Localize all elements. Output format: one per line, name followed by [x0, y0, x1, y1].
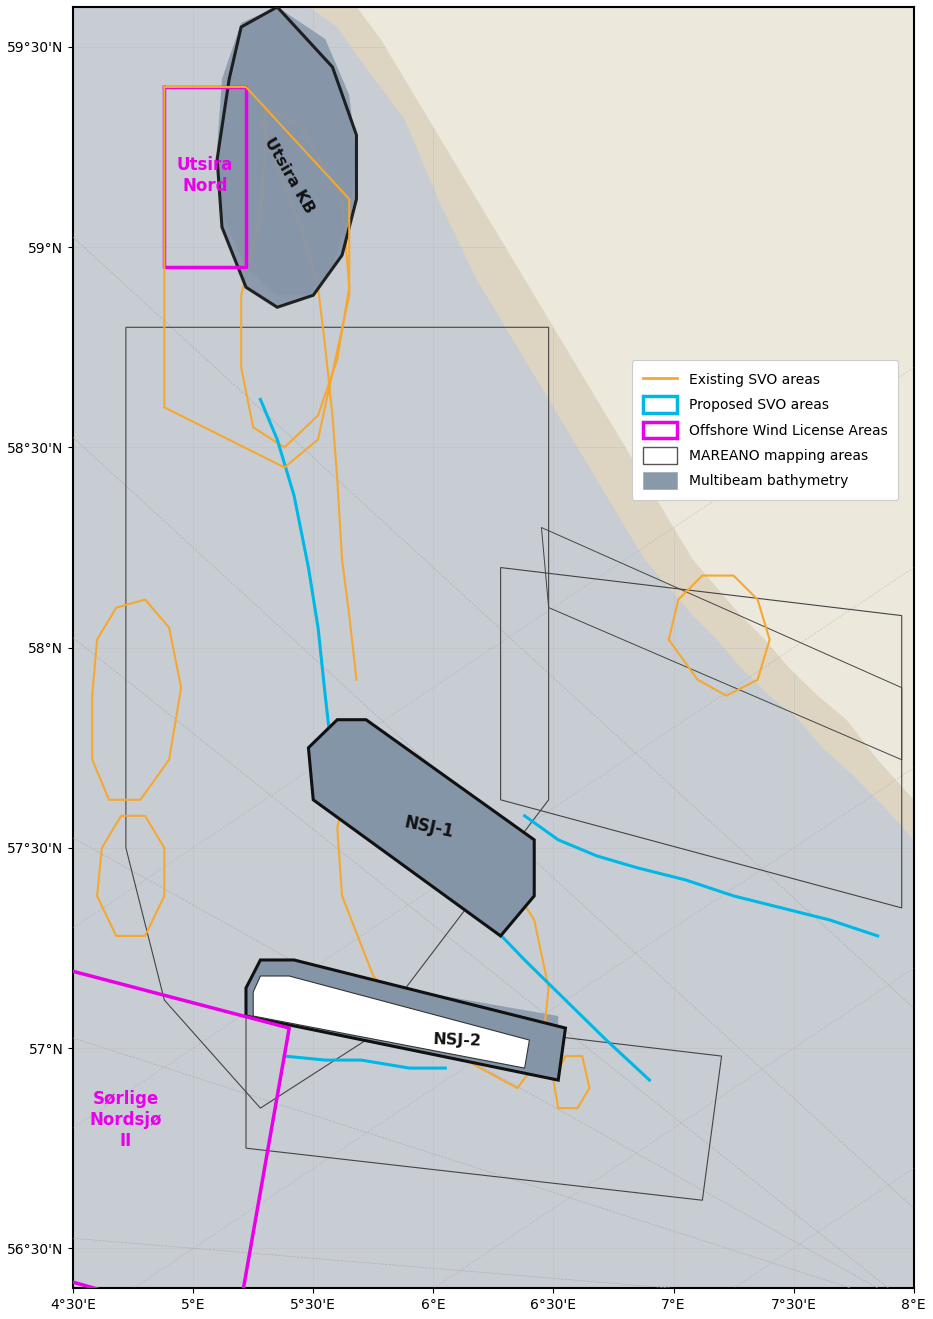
Polygon shape — [309, 728, 535, 919]
Polygon shape — [246, 960, 565, 1080]
Polygon shape — [217, 7, 356, 295]
Text: NSJ-1: NSJ-1 — [402, 814, 455, 842]
Legend: Existing SVO areas, Proposed SVO areas, Offshore Wind License Areas, MAREANO map: Existing SVO areas, Proposed SVO areas, … — [632, 360, 898, 500]
Polygon shape — [356, 7, 913, 799]
Polygon shape — [309, 7, 913, 840]
Polygon shape — [309, 720, 535, 936]
Polygon shape — [217, 7, 356, 307]
Text: Utsira KB: Utsira KB — [261, 135, 317, 215]
Polygon shape — [253, 976, 529, 1068]
Text: Sørlige
Nordsjø
II: Sørlige Nordsjø II — [90, 1091, 162, 1150]
Text: NSJ-2: NSJ-2 — [433, 1031, 482, 1049]
Text: Utsira
Nord: Utsira Nord — [177, 156, 233, 194]
Polygon shape — [246, 968, 558, 1057]
